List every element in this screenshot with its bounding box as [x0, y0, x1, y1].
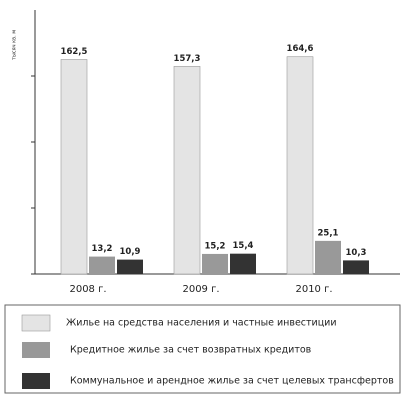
legend-label: Жилье на средства населения и частные ин… — [66, 318, 337, 329]
bar — [315, 240, 341, 274]
x-tick-label: 2008 г. — [69, 284, 106, 295]
bar — [286, 56, 314, 275]
value-label: 10,3 — [346, 248, 367, 258]
legend-box — [4, 304, 401, 394]
legend-swatch — [22, 373, 50, 389]
value-label: 25,1 — [318, 228, 339, 238]
bar — [89, 256, 115, 274]
x-tick-label: 2009 г. — [182, 284, 219, 295]
value-label: 10,9 — [120, 247, 141, 257]
legend-label: Коммунальное и арендное жилье за счет це… — [70, 376, 394, 387]
y-axis-label: тысяч кв. м — [12, 30, 18, 60]
bar — [60, 59, 88, 275]
value-label: 162,5 — [61, 47, 88, 57]
legend-swatch — [21, 314, 51, 332]
bar — [202, 253, 228, 274]
bar — [173, 66, 201, 275]
legend-label: Кредитное жилье за счет возвратных креди… — [70, 345, 312, 356]
bar — [230, 253, 256, 274]
value-label: 13,2 — [92, 244, 113, 254]
value-label: 15,4 — [233, 241, 254, 251]
value-label: 15,2 — [205, 241, 226, 251]
value-label: 164,6 — [287, 44, 314, 54]
x-tick-label: 2010 г. — [295, 284, 332, 295]
legend-swatch — [22, 342, 50, 358]
bar — [343, 260, 369, 274]
value-label: 157,3 — [174, 54, 201, 64]
bar — [117, 259, 143, 274]
